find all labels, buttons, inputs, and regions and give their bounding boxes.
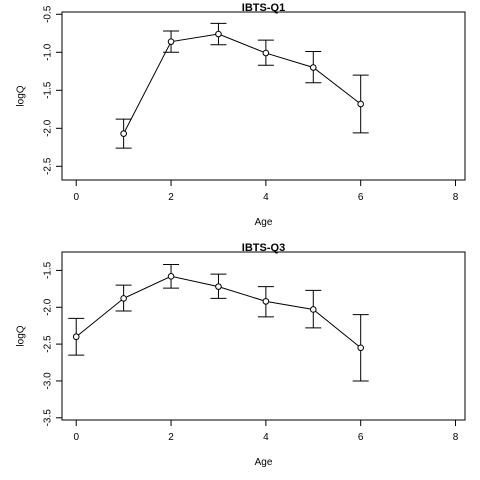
y-axis-label: logQ: [16, 85, 27, 106]
y-tick-label: -1.5: [43, 81, 54, 99]
data-point: [262, 49, 270, 57]
y-tick-label: -3.0: [43, 372, 54, 390]
data-point: [215, 283, 222, 290]
plot-frame: [61, 11, 466, 181]
x-tick-label: 8: [453, 192, 459, 203]
chart-panel-1: IBTS-Q1 0 2 4 6 8 Age -2.5 -2.0 -1.5 -1.0 -0.5 logQ: [16, 2, 466, 228]
y-axis: -3.5 -3.0 -2.5 -2.0 -1.5: [43, 261, 63, 426]
x-tick-label: 2: [168, 432, 174, 443]
data-point: [72, 333, 80, 341]
y-tick-label: -2.0: [43, 119, 54, 137]
y-tick-label: -2.0: [43, 298, 54, 316]
data-point: [357, 100, 364, 108]
data-point: [309, 306, 317, 313]
x-tick-label: 8: [453, 432, 459, 443]
y-tick-label: -0.5: [43, 5, 54, 23]
data-point: [167, 273, 175, 280]
data-point: [357, 344, 364, 352]
x-tick-label: 6: [358, 432, 364, 443]
y-tick-label: -1.5: [43, 261, 54, 279]
x-tick-label: 2: [168, 192, 174, 203]
data-point: [120, 130, 127, 137]
x-tick-label: 4: [263, 192, 269, 203]
chart-panel-2: IBTS-Q3 0 2 4 6 8 Age -3.5 -3.0 -2.5 -2.0 -1.5 logQ: [16, 242, 466, 468]
y-tick-label: -3.5: [43, 409, 54, 427]
x-tick-label: 6: [358, 192, 364, 203]
x-tick-label: 0: [73, 192, 79, 203]
x-axis-label: Age: [255, 457, 273, 468]
data-point: [120, 295, 127, 302]
x-axis-label: Age: [255, 217, 273, 228]
data-point: [262, 298, 270, 305]
y-tick-label: -1.0: [43, 43, 54, 61]
x-tick-label: 0: [73, 432, 79, 443]
x-tick-label: 4: [263, 432, 269, 443]
y-tick-label: -2.5: [43, 335, 54, 353]
plot-frame: [61, 251, 466, 421]
y-tick-label: -2.5: [43, 157, 54, 175]
chart-title: IBTS-Q3: [242, 242, 285, 254]
series-line: [123, 33, 361, 134]
x-axis: 0 2 4 6 8: [73, 419, 459, 443]
y-axis-label: logQ: [16, 325, 27, 346]
data-point: [215, 30, 222, 38]
data-point: [167, 38, 175, 45]
chart-title: IBTS-Q1: [242, 2, 285, 14]
data-point: [309, 64, 317, 71]
x-axis: 0 2 4 6 8: [73, 179, 459, 203]
y-axis: -2.5 -2.0 -1.5 -1.0 -0.5: [43, 5, 63, 175]
